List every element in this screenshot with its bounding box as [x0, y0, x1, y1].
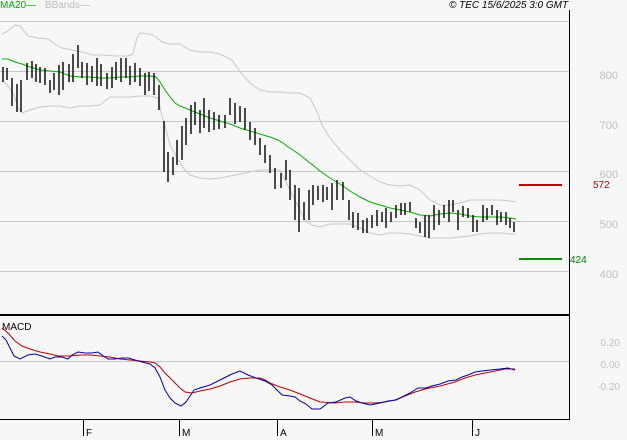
- support-label: 424: [570, 255, 587, 266]
- resistance-label: 572: [593, 180, 610, 191]
- copyright-timestamp: © TEC 15/6/2025 3:0 GMT: [449, 0, 569, 11]
- chart-legend: MA20— BBands—: [0, 0, 90, 12]
- price-label-600: 600: [599, 169, 618, 181]
- legend-ma20-swatch: —: [26, 0, 37, 11]
- month-label-jun: J: [475, 428, 480, 439]
- x-axis-ticks: [83, 420, 473, 436]
- bbands-upper-line: [1, 24, 517, 206]
- legend-bbands-swatch: —: [79, 0, 90, 11]
- macd-label-zero: 0.00: [600, 360, 620, 371]
- macd-signal-line: [1, 327, 515, 404]
- month-label-may: M: [375, 428, 384, 439]
- price-label-800: 800: [599, 70, 618, 82]
- macd-line: [1, 335, 516, 410]
- ohlc-bars: [2, 45, 515, 238]
- month-label-mar: M: [182, 428, 191, 439]
- price-label-500: 500: [599, 219, 618, 231]
- ma20-line: [2, 58, 517, 220]
- price-gridlines: [0, 21, 569, 272]
- month-label-apr: A: [280, 428, 287, 439]
- macd-title: MACD: [2, 322, 32, 333]
- price-label-700: 700: [599, 120, 618, 132]
- macd-label-neg: -0.20: [597, 382, 620, 393]
- price-label-400: 400: [599, 269, 618, 281]
- month-label-feb: F: [86, 428, 93, 439]
- bbands-lower-line: [1, 79, 516, 239]
- legend-bbands: BBands: [44, 0, 80, 11]
- macd-label-pos: 0.20: [600, 338, 620, 349]
- legend-ma20: MA20: [0, 0, 27, 11]
